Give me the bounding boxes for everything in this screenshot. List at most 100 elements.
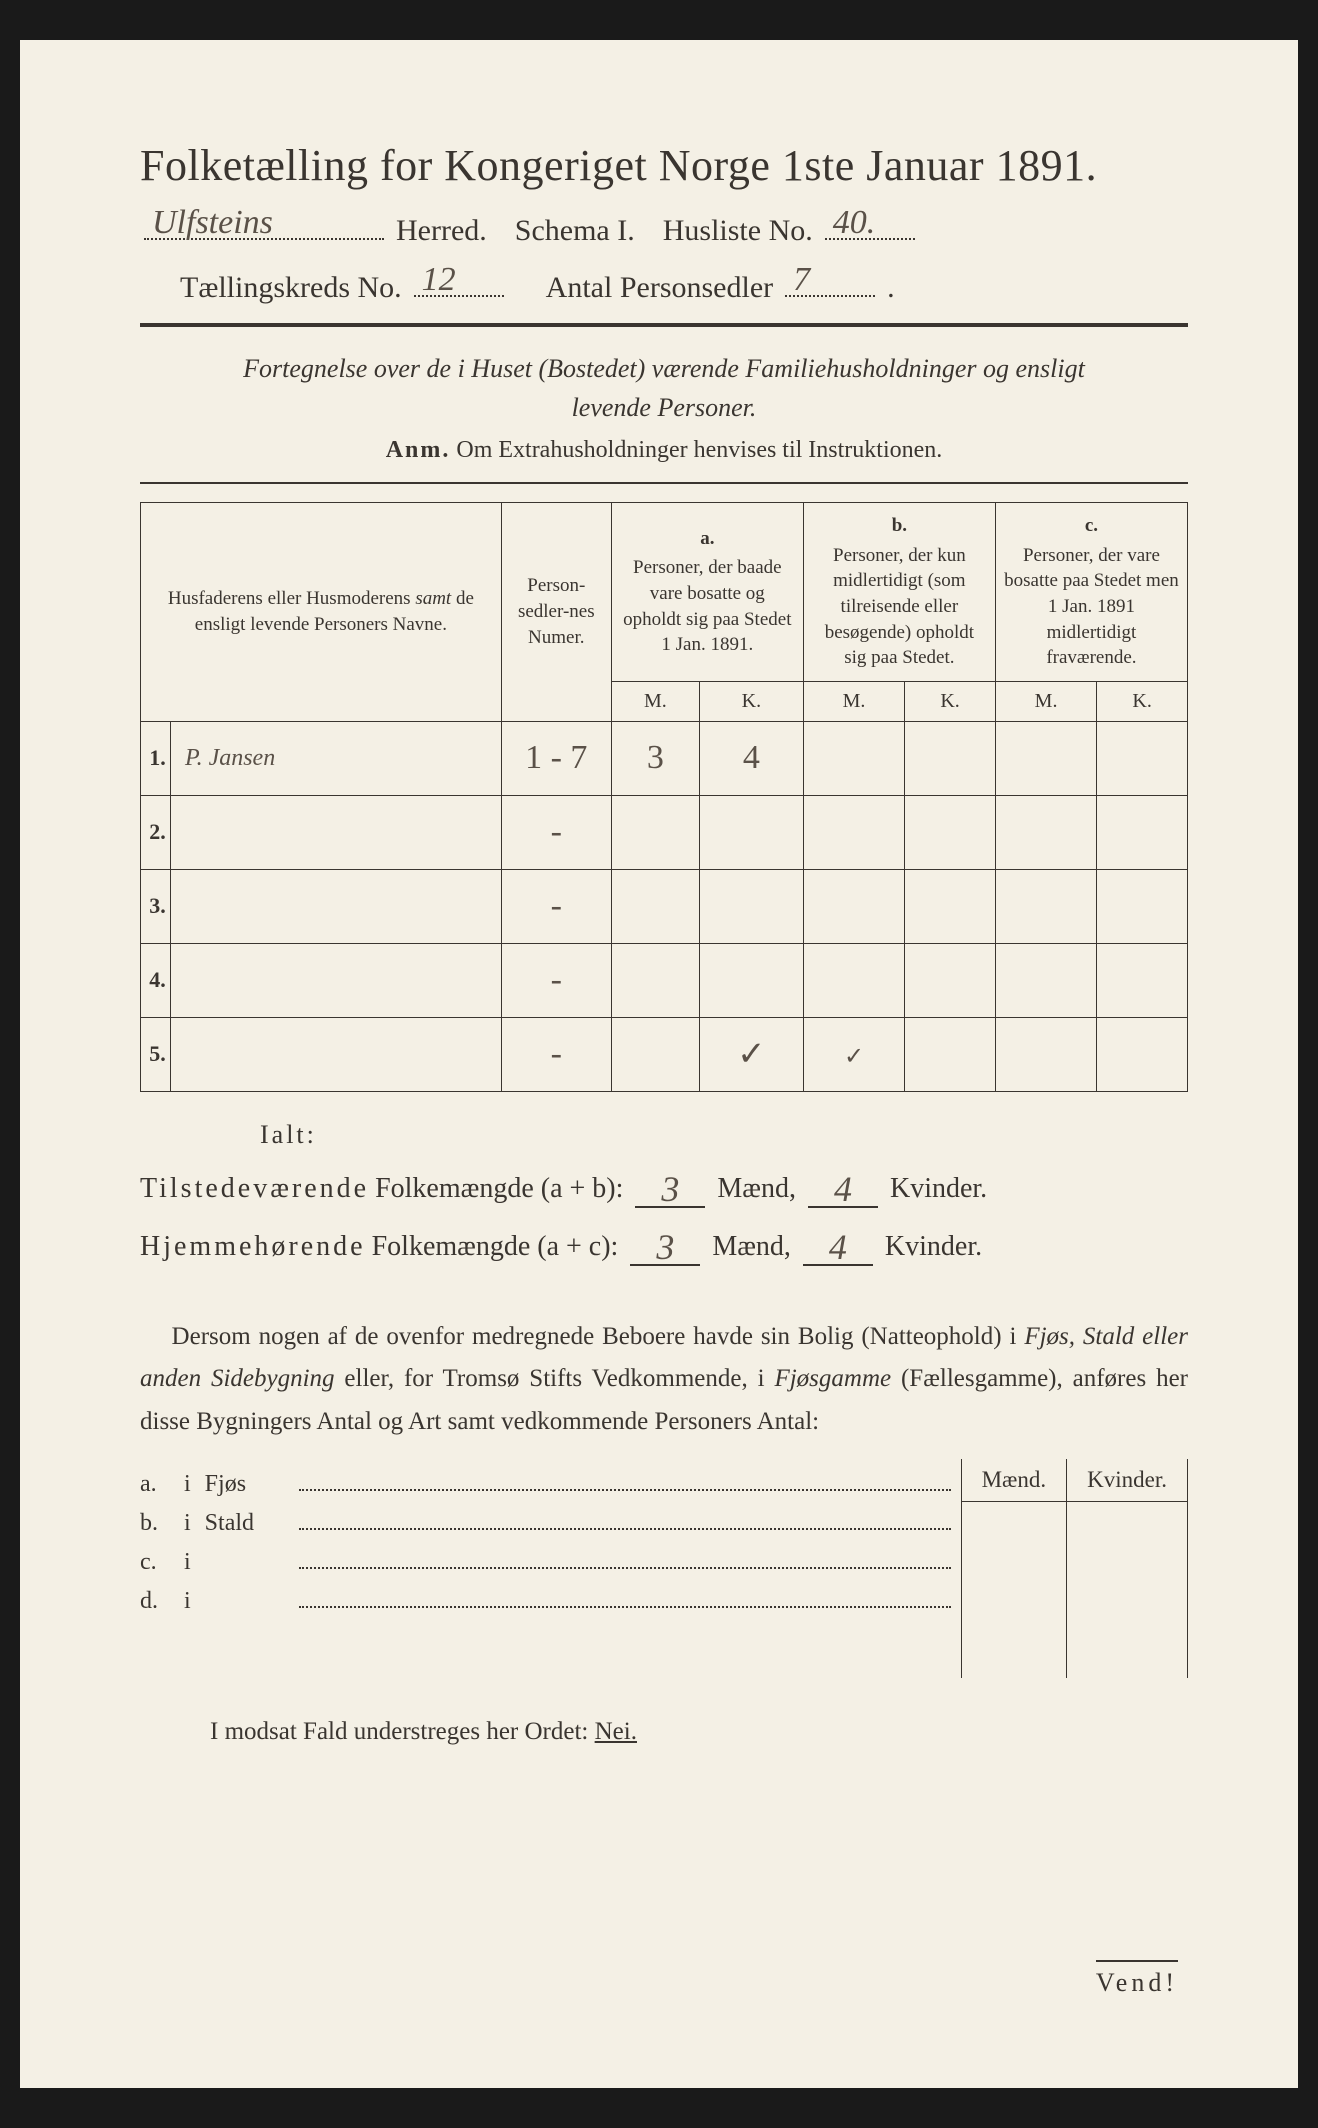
table-row: 2.- [141,795,1188,869]
totals-home: Hjemmehørende Folkemængde (a + c): 3 Mæn… [140,1222,1188,1266]
a-m-cell [611,1017,699,1091]
bldg-cell [1067,1590,1188,1634]
c-m-cell [995,943,1096,1017]
divider-1 [140,323,1188,327]
kreds-value: 12 [422,261,456,299]
nei-line: I modsat Fald understreges her Ordet: Ne… [210,1718,1188,1746]
antal-value: 7 [793,261,810,299]
husliste-field: 40. [825,207,915,240]
col-a-label: a. [620,526,795,552]
totals-present: Tilstedeværende Folkemængde (a + b): 3 M… [140,1164,1188,1208]
numer-cell: 1 - 7 [501,721,611,795]
present-label-b: Folkemængde (a + b): [375,1173,623,1205]
a-k-cell: ✓ [699,1017,803,1091]
col-b-k: K. [905,681,996,721]
col-a-k: K. [699,681,803,721]
bldg-cell [961,1546,1067,1590]
col-header-a: a. Personer, der baade vare bosatte og o… [611,503,803,682]
name-cell [171,943,502,1017]
present-kvinder-slot: 4 [808,1164,878,1208]
antal-field: 7 [785,264,875,297]
kreds-field: 12 [414,264,504,297]
maend-label-1: Mænd, [717,1173,796,1205]
home-maend-slot: 3 [630,1222,700,1266]
bldg-row-label: a. [140,1471,170,1498]
home-label-a: Hjemmehørende [140,1231,366,1263]
col-c-label: c. [1004,513,1179,539]
bldg-row-dots [299,1589,951,1608]
page-title: Folketælling for Kongeriget Norge 1ste J… [140,140,1188,191]
a-m-cell [611,869,699,943]
bldg-cell [961,1590,1067,1634]
col-header-c: c. Personer, der vare bosatte paa Stedet… [995,503,1187,682]
c-k-cell [1097,721,1188,795]
a-k-cell [699,943,803,1017]
bldg-row-i: i [184,1549,191,1576]
home-kvinder-slot: 4 [803,1222,873,1266]
c-m-cell [995,1017,1096,1091]
col-c-k: K. [1097,681,1188,721]
building-row: c. i [140,1549,951,1576]
present-label-a: Tilstedeværende [140,1173,369,1205]
bldg-head-k: Kvinder. [1067,1459,1188,1502]
c-k-cell [1097,943,1188,1017]
row-number: 1. [141,721,171,795]
col-b-text: Personer, der kun midlertidigt (som tilr… [825,545,974,669]
a-k-cell [699,795,803,869]
numer-cell: - [501,943,611,1017]
row-number: 2. [141,795,171,869]
header-line-2: Tællingskreds No. 12 Antal Personsedler … [180,264,1188,305]
name-cell [171,795,502,869]
bldg-row-dots [299,1511,951,1530]
anm-prefix: Anm. [386,437,451,463]
col-header-name: Husfaderens eller Husmoderens samt de en… [141,503,502,722]
building-mk-table: Mænd. Kvinder. [961,1459,1188,1678]
intro-line-2: levende Personer. [572,393,757,422]
herred-label: Herred. [396,214,487,248]
building-list: a.iFjøsb.iStaldc.id.i [140,1459,951,1627]
husliste-value: 40. [833,204,876,242]
home-maend-value: 3 [656,1227,674,1267]
b-m-cell [803,795,904,869]
a-m-cell [611,943,699,1017]
b-k-cell [905,1017,996,1091]
col-a-text: Personer, der baade vare bosatte og opho… [623,557,791,655]
home-label-b: Folkemængde (a + c): [372,1231,619,1263]
table-row: 5.-✓✓ [141,1017,1188,1091]
divider-2 [140,482,1188,484]
row-number: 4. [141,943,171,1017]
antal-label: Antal Personsedler [546,271,773,305]
a-k-cell: 4 [699,721,803,795]
b-m-cell [803,721,904,795]
census-form-page: Folketælling for Kongeriget Norge 1ste J… [20,40,1298,2088]
c-k-cell [1097,869,1188,943]
col-b-m: M. [803,681,904,721]
present-maend-slot: 3 [635,1164,705,1208]
building-note: Dersom nogen af de ovenfor medregnede Be… [140,1316,1188,1444]
c-k-cell [1097,795,1188,869]
table-row: 4. - [141,943,1188,1017]
bldg-row-dots [299,1550,951,1569]
kvinder-label-1: Kvinder. [890,1173,987,1205]
bldg-row-i: i [184,1510,191,1537]
bldg-row-label: c. [140,1549,170,1576]
bldg-cell [1067,1634,1188,1678]
maend-label-2: Mænd, [712,1231,791,1263]
vend-label: Vend! [1096,1960,1178,1998]
ialt-label: Ialt: [260,1120,1188,1150]
period: . [887,271,895,305]
bldg-cell [961,1634,1067,1678]
row-number: 3. [141,869,171,943]
name-cell [171,1017,502,1091]
bldg-row-type: Stald [205,1510,285,1537]
b-k-cell [905,869,996,943]
herred-value: Ulfsteins [152,204,273,242]
name-cell: P. Jansen [171,721,502,795]
bldg-cell [1067,1502,1188,1546]
a-m-cell [611,795,699,869]
col-header-numer: Person-sedler-nes Numer. [501,503,611,722]
nei-prefix: I modsat Fald understreges her Ordet: [210,1718,588,1745]
name-cell [171,869,502,943]
col-header-b: b. Personer, der kun midlertidigt (som t… [803,503,995,682]
intro-text: Fortegnelse over de i Huset (Bostedet) v… [180,349,1148,427]
